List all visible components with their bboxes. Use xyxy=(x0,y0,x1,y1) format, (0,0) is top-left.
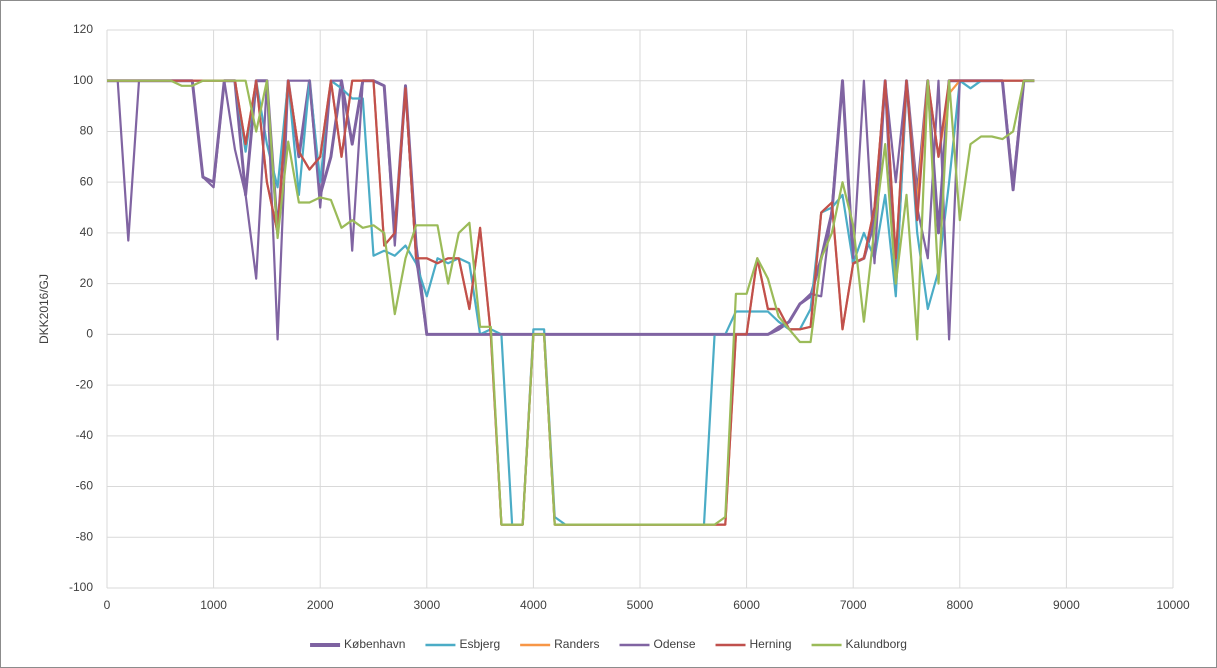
x-tick-label: 9000 xyxy=(1053,598,1080,612)
x-tick-label: 6000 xyxy=(733,598,760,612)
y-tick-label: 100 xyxy=(73,73,93,87)
y-tick-label: 120 xyxy=(73,22,93,36)
legend-label: Odense xyxy=(653,637,695,651)
y-tick-label: -60 xyxy=(76,479,94,493)
y-tick-label: -100 xyxy=(69,580,93,594)
legend-label: Herning xyxy=(750,637,792,651)
y-tick-label: 80 xyxy=(80,124,94,138)
y-tick-label: 60 xyxy=(80,174,94,188)
legend-label: Kalundborg xyxy=(846,637,907,651)
legend-label: København xyxy=(344,637,405,651)
y-tick-label: -80 xyxy=(76,529,94,543)
y-tick-label: -40 xyxy=(76,428,94,442)
x-tick-label: 8000 xyxy=(946,598,973,612)
x-tick-label: 1000 xyxy=(200,598,227,612)
x-tick-label: 10000 xyxy=(1156,598,1190,612)
x-tick-label: 4000 xyxy=(520,598,547,612)
y-tick-label: -20 xyxy=(76,377,94,391)
series-line xyxy=(107,79,1035,526)
y-tick-label: 20 xyxy=(80,276,94,290)
legend-label: Randers xyxy=(554,637,599,651)
y-axis-label: DKK2016/GJ xyxy=(37,274,51,344)
series-line xyxy=(107,79,1035,341)
legend-label: Esbjerg xyxy=(459,637,500,651)
x-tick-label: 7000 xyxy=(840,598,867,612)
y-tick-label: 40 xyxy=(80,225,94,239)
y-tick-label: 0 xyxy=(86,327,93,341)
x-tick-label: 3000 xyxy=(413,598,440,612)
x-tick-label: 5000 xyxy=(627,598,654,612)
x-tick-label: 0 xyxy=(104,598,111,612)
x-tick-label: 2000 xyxy=(307,598,334,612)
